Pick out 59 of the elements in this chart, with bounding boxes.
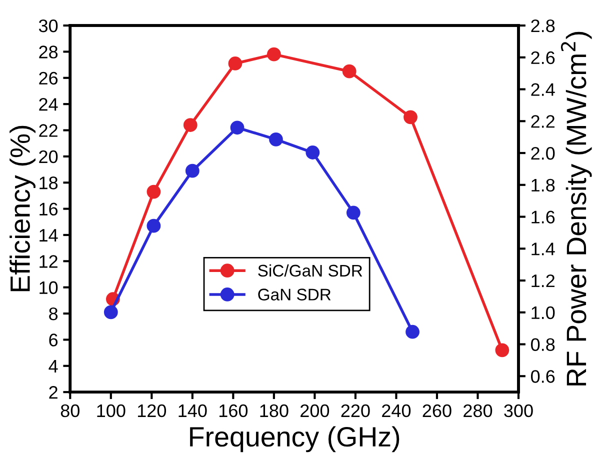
x-tick-label: 260	[422, 404, 452, 418]
y-tick-label: 14	[40, 229, 58, 242]
x-tick-label: 300	[504, 404, 533, 418]
y-tick-label: 2	[49, 386, 58, 399]
x-tick-label: 240	[382, 404, 411, 418]
point	[104, 305, 118, 320]
x-tick-label: 80	[60, 404, 80, 418]
y-tick-label: 6	[49, 334, 58, 346]
y-tick-label: 12	[40, 255, 58, 268]
x-tick-label: 100	[97, 404, 126, 418]
point	[495, 343, 510, 358]
y-tick-label: 24	[39, 98, 58, 111]
y-tick-label: 30	[38, 19, 58, 32]
y2-tick-label: 2.2	[531, 115, 554, 128]
y2-tick-label: 1.2	[532, 274, 554, 288]
point	[269, 132, 283, 146]
point	[342, 64, 356, 78]
point	[146, 218, 161, 233]
x-tick-label: 160	[220, 404, 248, 418]
y2-tick-label: 2.6	[531, 51, 555, 64]
x-tick-label: 200	[300, 404, 330, 418]
y-tick-label: 4	[48, 360, 58, 372]
y2-tick-label: 1.6	[532, 210, 555, 224]
x-tick-label: 220	[341, 404, 370, 418]
y-tick-label: 28	[39, 46, 58, 58]
legend-label: GaN SDR	[258, 288, 331, 300]
x-axis-title: Frequency (GHz)	[190, 426, 400, 452]
x-tick-label: 140	[178, 404, 207, 418]
point	[404, 110, 418, 124]
y2-tick-label: 0.8	[531, 338, 555, 351]
y2-tick-label: 1.4	[532, 242, 555, 256]
y-tick-label: 22	[39, 124, 58, 137]
point	[267, 47, 281, 62]
point	[185, 164, 200, 178]
y-tick-label: 26	[39, 72, 58, 85]
y-tick-label: 18	[40, 176, 58, 190]
point	[406, 324, 420, 339]
y-tick-label: 16	[40, 202, 58, 216]
point	[346, 206, 360, 220]
legend-label: SiC/GaN SDR	[258, 264, 362, 277]
y-tick-label: 20	[39, 150, 58, 164]
y2-tick-label: 2.8	[531, 19, 555, 32]
y2-tick-label: 1.8	[532, 178, 555, 192]
y-tick-label: 8	[49, 307, 58, 320]
y2-tick-label: 0.6	[531, 370, 555, 383]
y2-tick-label: 1.0	[532, 306, 555, 320]
y2-axis-title: RF Power Density (MW/cm$^{2}$)	[560, 32, 592, 386]
y-tick-label: 10	[40, 281, 58, 294]
y-axis-title: Efficiency (%)	[10, 126, 36, 292]
point	[183, 118, 198, 132]
point	[228, 56, 242, 70]
point	[306, 146, 320, 160]
point	[230, 120, 244, 135]
y2-tick-label: 2.4	[531, 83, 555, 96]
y2-tick-label: 2.0	[531, 146, 555, 160]
x-tick-label: 120	[138, 404, 166, 418]
x-tick-label: 280	[464, 404, 492, 418]
x-tick-label: 180	[260, 404, 288, 418]
point	[146, 184, 161, 199]
